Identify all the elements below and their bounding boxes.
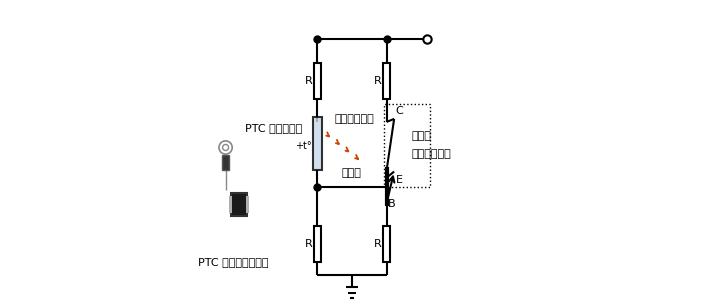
Text: PTC サーミスタ: PTC サーミスタ bbox=[245, 123, 303, 133]
Text: R: R bbox=[305, 76, 313, 86]
Bar bbox=[383, 63, 390, 99]
Bar bbox=[314, 63, 320, 99]
Bar bbox=[229, 196, 232, 213]
Text: +t°: +t° bbox=[295, 141, 312, 151]
Text: C: C bbox=[395, 106, 403, 116]
Bar bbox=[246, 196, 250, 213]
Bar bbox=[383, 104, 430, 187]
Text: E: E bbox=[395, 175, 402, 185]
Bar bbox=[313, 117, 322, 170]
Text: B: B bbox=[388, 199, 396, 209]
Text: 熱結合: 熱結合 bbox=[341, 168, 361, 178]
Text: パワー: パワー bbox=[411, 131, 432, 141]
Bar bbox=[222, 155, 229, 170]
Text: R: R bbox=[374, 239, 382, 249]
Text: トランジスタ: トランジスタ bbox=[411, 149, 451, 159]
Bar bbox=[314, 226, 320, 262]
Text: ヒートシンク: ヒートシンク bbox=[334, 114, 374, 124]
Text: R: R bbox=[305, 239, 313, 249]
Text: PTC 過熱検知センサ: PTC 過熱検知センサ bbox=[198, 257, 268, 267]
Text: R: R bbox=[374, 76, 382, 86]
Bar bbox=[383, 226, 390, 262]
Bar bbox=[231, 193, 247, 216]
